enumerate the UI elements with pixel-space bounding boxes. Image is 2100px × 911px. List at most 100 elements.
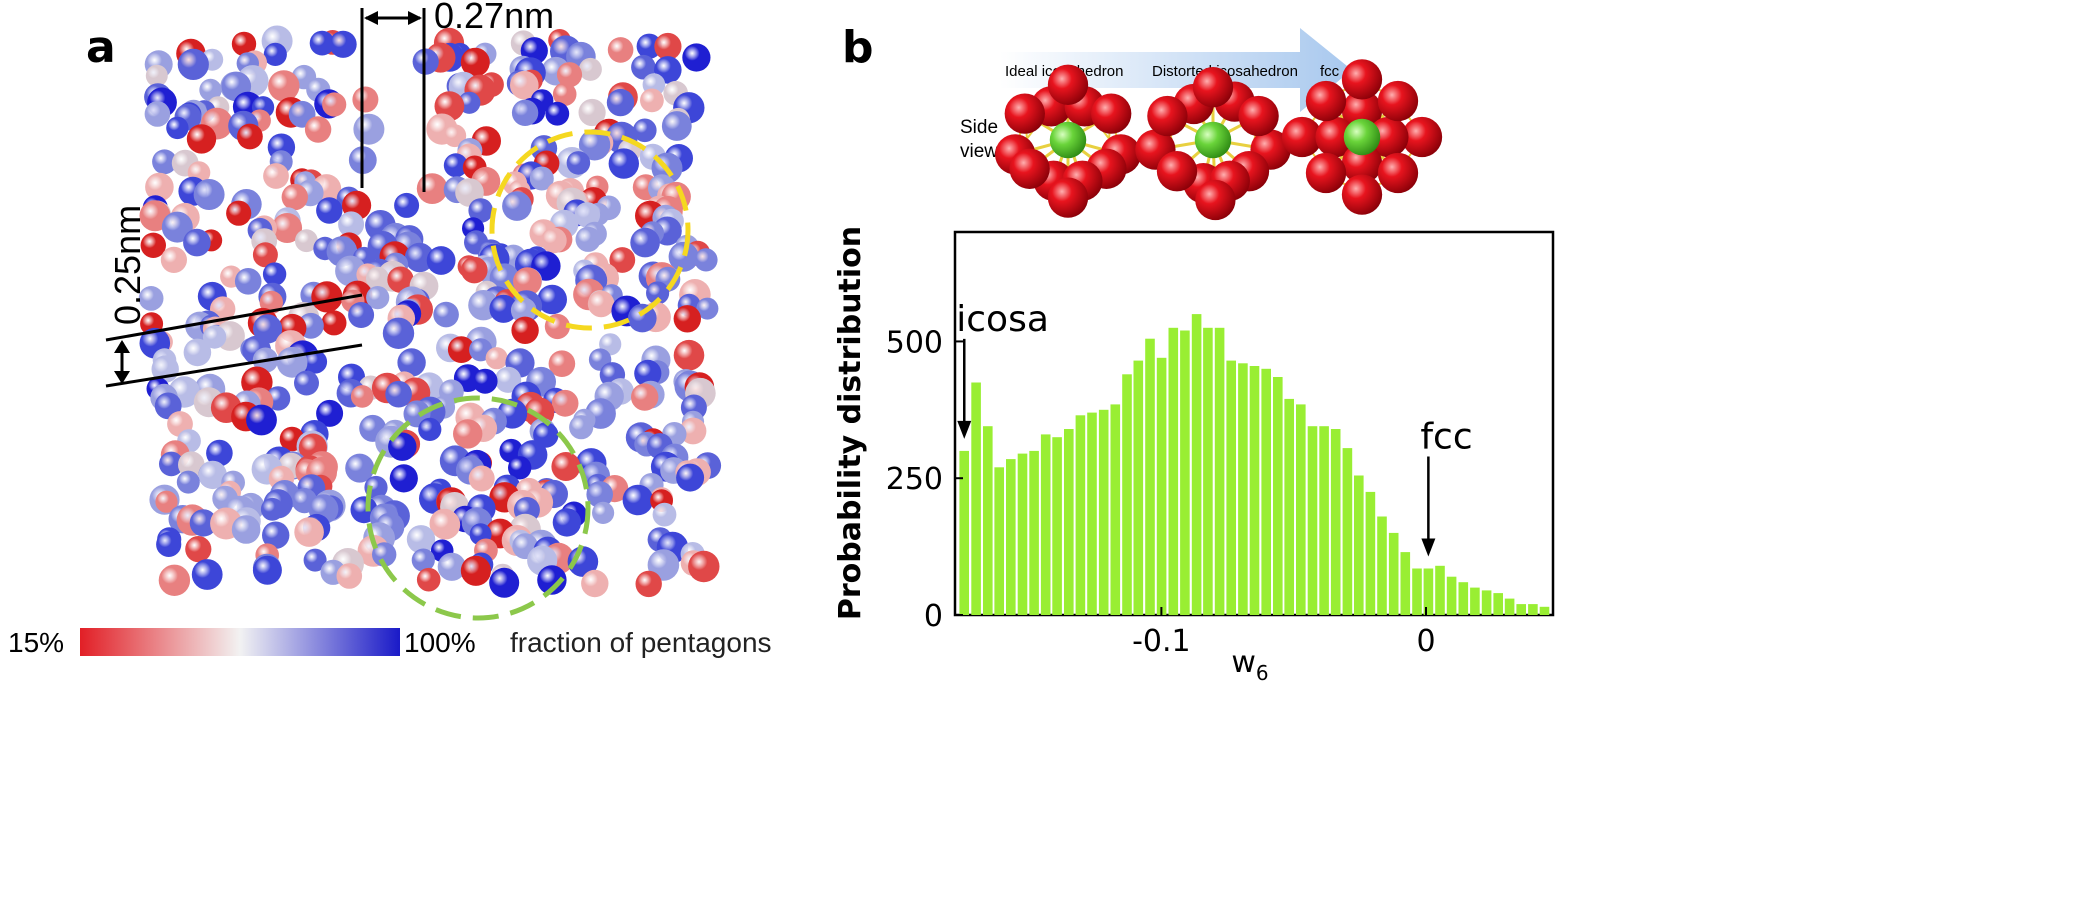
atom	[366, 286, 390, 310]
outer-atom	[1305, 152, 1347, 194]
atom	[472, 368, 498, 394]
histogram-bar	[1528, 604, 1538, 615]
histogram-bar	[1133, 360, 1144, 615]
atom	[166, 116, 189, 140]
histogram-bar	[1087, 412, 1097, 615]
atom	[460, 47, 490, 77]
atom	[189, 509, 218, 537]
atom	[485, 347, 508, 370]
atom	[502, 191, 532, 221]
atom	[316, 399, 344, 427]
arrow-label-fcc: fcc	[1320, 63, 1340, 80]
outer-atom	[1192, 67, 1234, 108]
atom	[508, 456, 532, 480]
outer-atom	[1401, 116, 1443, 158]
histogram-bar	[1435, 565, 1445, 615]
atom	[673, 339, 705, 371]
atom	[460, 555, 491, 586]
atom	[430, 509, 461, 540]
atom	[587, 290, 615, 318]
ideal-icosahedron-cluster	[995, 64, 1141, 218]
atom	[316, 197, 343, 224]
histogram-bar	[1342, 448, 1353, 615]
histogram-bar	[1156, 357, 1167, 615]
histogram-bar	[1249, 366, 1260, 615]
outer-atom	[1377, 152, 1419, 194]
atom	[682, 43, 711, 72]
atom	[311, 281, 343, 313]
atom	[140, 232, 166, 258]
atom	[262, 262, 287, 286]
atom	[309, 30, 335, 56]
histogram-bar	[1377, 516, 1387, 615]
atom	[231, 515, 261, 544]
outer-atom	[1341, 174, 1383, 215]
histogram-bar	[1470, 587, 1480, 615]
outer-atom	[1195, 179, 1236, 221]
atom	[183, 228, 211, 257]
chart-annotations: icosa fcc	[956, 299, 1473, 557]
atom	[510, 70, 539, 100]
atom	[404, 242, 435, 273]
atom	[437, 552, 466, 581]
atom	[161, 211, 193, 243]
atom	[294, 517, 324, 547]
panel-a: a 0.27nm 0.25nm 15% 100% fraction of pen…	[8, 0, 772, 658]
atom	[679, 417, 707, 445]
outer-atom	[1368, 116, 1409, 158]
atom	[668, 241, 699, 272]
atom	[231, 31, 257, 57]
atom	[272, 213, 303, 243]
outer-atom	[1047, 64, 1089, 105]
atom	[152, 149, 177, 175]
atom	[578, 57, 602, 81]
histogram-bar	[1400, 552, 1411, 615]
atom	[382, 317, 415, 349]
atom	[552, 508, 582, 537]
atom	[262, 521, 290, 549]
x-axis-label-sub: 6	[1256, 661, 1269, 685]
atom	[156, 531, 182, 558]
histogram-bar	[1261, 368, 1271, 615]
histogram-bar	[1493, 593, 1503, 615]
atom	[575, 226, 601, 252]
annotation-arrowhead	[957, 420, 972, 439]
panel-a-label-bg	[80, 18, 150, 80]
atom	[622, 484, 654, 516]
atom	[186, 124, 217, 154]
atom	[353, 113, 385, 145]
side-measurement	[105, 293, 363, 388]
atom	[388, 432, 417, 461]
atom	[350, 385, 374, 408]
atom	[303, 350, 328, 374]
x-axis-label: w6	[1231, 645, 1268, 685]
histogram-bar	[1388, 532, 1399, 615]
atom	[385, 380, 412, 408]
transition-arrow	[1000, 28, 1352, 112]
atom	[159, 451, 184, 477]
atom	[260, 497, 284, 521]
y-axis-ticks: 0 250 500	[886, 325, 963, 634]
bar-series	[959, 314, 1550, 616]
panel-a-label: a	[86, 22, 116, 73]
histogram-bar	[1145, 338, 1155, 615]
atom	[144, 101, 171, 127]
atom	[633, 118, 657, 143]
outer-atom	[1281, 116, 1323, 158]
outer-atom	[1004, 93, 1045, 134]
atom	[202, 325, 227, 349]
side-view-label-line2: view	[960, 141, 998, 162]
histogram-bar	[1075, 415, 1086, 615]
panel-b-label: b	[842, 22, 874, 73]
histogram-bar	[1365, 491, 1376, 615]
atom	[556, 62, 583, 88]
outer-atom	[1341, 143, 1383, 184]
atom	[673, 305, 701, 333]
atom	[397, 348, 426, 377]
center-atom	[1343, 118, 1381, 156]
atom	[489, 294, 518, 323]
histogram-bar	[1168, 327, 1179, 616]
atom	[468, 198, 494, 223]
atom	[453, 419, 483, 449]
outer-atom	[1377, 80, 1419, 122]
